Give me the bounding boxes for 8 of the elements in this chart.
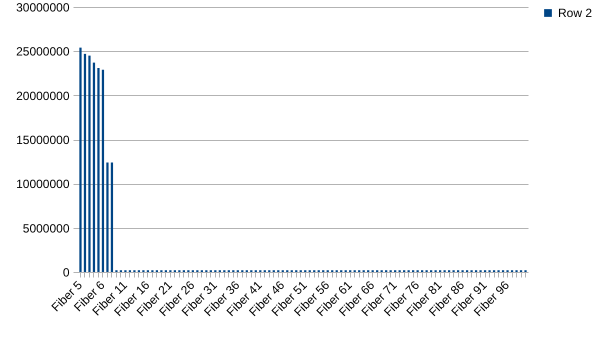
y-tick-label: 20000000: [16, 88, 70, 103]
y-tick-label: 30000000: [16, 0, 70, 14]
y-tick-label: 25000000: [16, 44, 70, 59]
y-tick-label: 10000000: [16, 177, 70, 192]
legend-label: Row 2: [558, 6, 592, 20]
y-tick-label: 15000000: [16, 133, 70, 147]
y-tick-label: 0: [62, 266, 70, 280]
y-tick-label: 5000000: [22, 221, 70, 236]
